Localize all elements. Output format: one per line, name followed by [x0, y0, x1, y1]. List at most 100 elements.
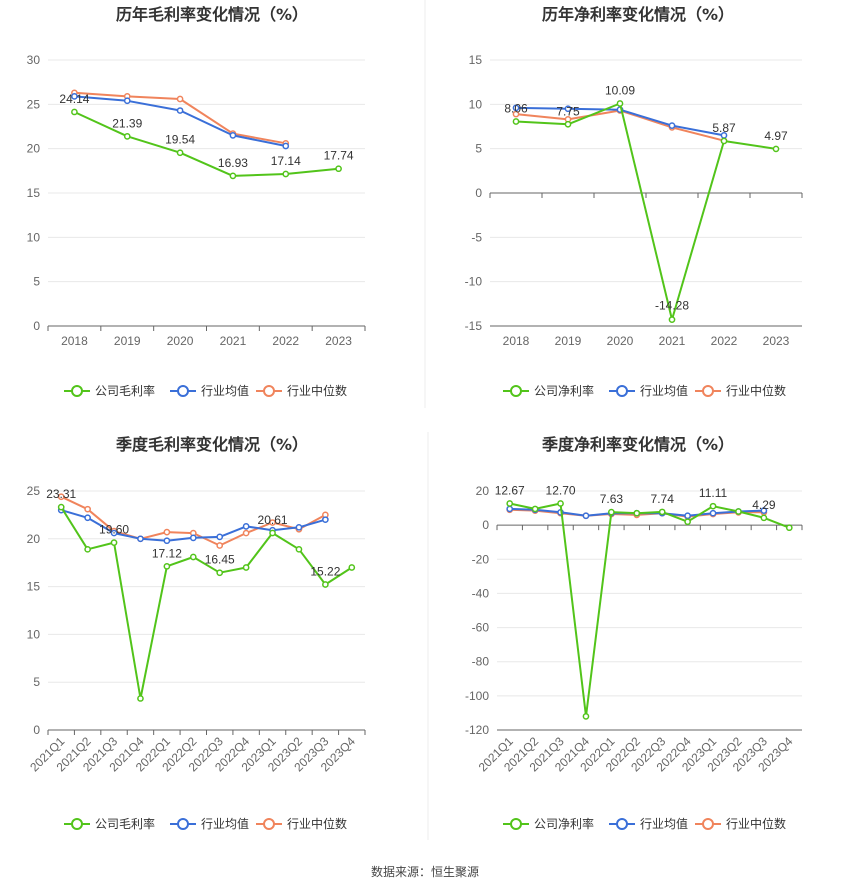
legend-item-company[interactable]: 公司净利率 [503, 383, 594, 398]
x-tick-label: 2019 [555, 334, 582, 348]
legend-item-avg[interactable]: 行业均值 [170, 383, 249, 398]
x-tick-label: 2023 [763, 334, 790, 348]
data-point-company [335, 165, 342, 173]
y-tick-label: 20 [27, 532, 41, 546]
data-source-footer: 数据来源：恒生聚源 [371, 864, 479, 879]
data-point-avg [229, 132, 237, 139]
data-point-company [735, 508, 742, 515]
data-label: 7.74 [651, 492, 675, 506]
x-tick-label: 2021 [220, 334, 247, 348]
data-point-median [176, 95, 184, 103]
data-point-company [760, 514, 768, 522]
y-tick-label: 0 [475, 186, 482, 200]
data-point-company [229, 172, 237, 180]
legend-item-company[interactable]: 公司毛利率 [64, 816, 155, 831]
data-point-median [216, 542, 224, 549]
data-point-median [242, 529, 250, 537]
data-point-company [608, 508, 615, 516]
data-point-company [57, 503, 65, 511]
legend-label: 行业均值 [640, 383, 688, 398]
data-label: 16.93 [218, 156, 248, 170]
data-point-company [295, 545, 303, 553]
legend-marker-icon [71, 818, 83, 830]
x-tick-label: 2019 [114, 334, 141, 348]
legend-item-company[interactable]: 公司净利率 [503, 816, 594, 831]
series-line-company [73, 111, 339, 177]
data-label: 17.74 [324, 149, 354, 163]
data-point-avg [282, 142, 290, 150]
data-label: 15.22 [310, 564, 340, 578]
y-tick-label: -10 [465, 275, 483, 289]
quarterly-net-margin-chart: 季度净利率变化情况（%）-120-100-80-60-40-200202021Q… [465, 435, 803, 831]
data-label: 11.11 [699, 486, 728, 500]
data-label: 4.29 [752, 498, 776, 512]
legend-item-median[interactable]: 行业中位数 [256, 383, 347, 398]
y-tick-label: -120 [465, 723, 489, 737]
y-tick-label: 15 [27, 186, 41, 200]
data-label: 17.14 [271, 154, 301, 168]
data-label: 5.87 [712, 121, 736, 135]
y-tick-label: 30 [27, 53, 41, 67]
x-tick-label: 2020 [607, 334, 634, 348]
data-point-median [269, 519, 276, 526]
legend-item-company[interactable]: 公司毛利率 [64, 383, 155, 398]
legend-item-median[interactable]: 行业中位数 [695, 383, 786, 398]
data-point-avg [176, 107, 184, 114]
legend-marker-icon [177, 818, 189, 830]
data-point-company [216, 569, 224, 577]
legend-label: 行业中位数 [287, 383, 347, 398]
data-point-company [531, 505, 539, 513]
y-tick-label: -80 [472, 655, 490, 669]
data-point-avg [564, 105, 572, 113]
legend-label: 行业中位数 [287, 816, 347, 831]
series-line-median [515, 109, 725, 142]
chart-title: 季度净利率变化情况（%） [541, 435, 734, 454]
data-point-avg [582, 512, 590, 520]
data-point-avg [506, 505, 514, 513]
series-line-company [509, 502, 790, 718]
data-label: 19.54 [165, 133, 195, 147]
legend-item-avg[interactable]: 行业均值 [609, 816, 688, 831]
data-point-median [84, 505, 91, 513]
data-label: 21.39 [112, 116, 142, 130]
x-tick-label: 2022 [711, 334, 738, 348]
data-point-company [557, 500, 564, 507]
chart-title: 历年毛利率变化情况（%） [116, 5, 308, 24]
y-tick-label: -60 [472, 621, 490, 635]
legend-item-median[interactable]: 行业中位数 [256, 816, 347, 831]
data-point-company [242, 564, 250, 571]
data-label: 7.63 [600, 492, 624, 506]
y-tick-label: 15 [469, 53, 483, 67]
legend-label: 行业均值 [640, 816, 688, 831]
legend-marker-icon [263, 385, 275, 397]
chart-title: 季度毛利率变化情况（%） [115, 435, 308, 454]
y-tick-label: 15 [27, 580, 41, 594]
data-point-company [564, 120, 572, 128]
data-point-avg [189, 534, 197, 542]
legend-item-avg[interactable]: 行业均值 [609, 383, 688, 398]
data-point-company [176, 149, 184, 157]
y-tick-label: 25 [27, 97, 41, 111]
y-tick-label: 0 [33, 723, 40, 737]
data-label: -14.28 [655, 299, 689, 313]
legend-marker-icon [177, 385, 189, 397]
legend-marker-icon [616, 385, 628, 397]
legend-item-avg[interactable]: 行业均值 [170, 816, 249, 831]
data-point-avg [709, 509, 717, 517]
data-point-company [84, 545, 91, 553]
data-point-company [189, 553, 197, 561]
data-point-avg [512, 104, 520, 112]
legend-item-median[interactable]: 行业中位数 [695, 816, 786, 831]
data-point-company [709, 502, 717, 510]
data-label: 10.09 [605, 84, 635, 98]
data-point-company [658, 508, 666, 516]
data-point-avg [110, 529, 118, 537]
y-tick-label: 10 [27, 627, 41, 641]
data-point-avg [668, 122, 676, 129]
data-label: 4.97 [764, 129, 788, 143]
data-point-avg [242, 523, 250, 530]
y-tick-label: 10 [469, 97, 483, 111]
data-point-company [269, 529, 276, 537]
data-point-company [616, 100, 624, 107]
